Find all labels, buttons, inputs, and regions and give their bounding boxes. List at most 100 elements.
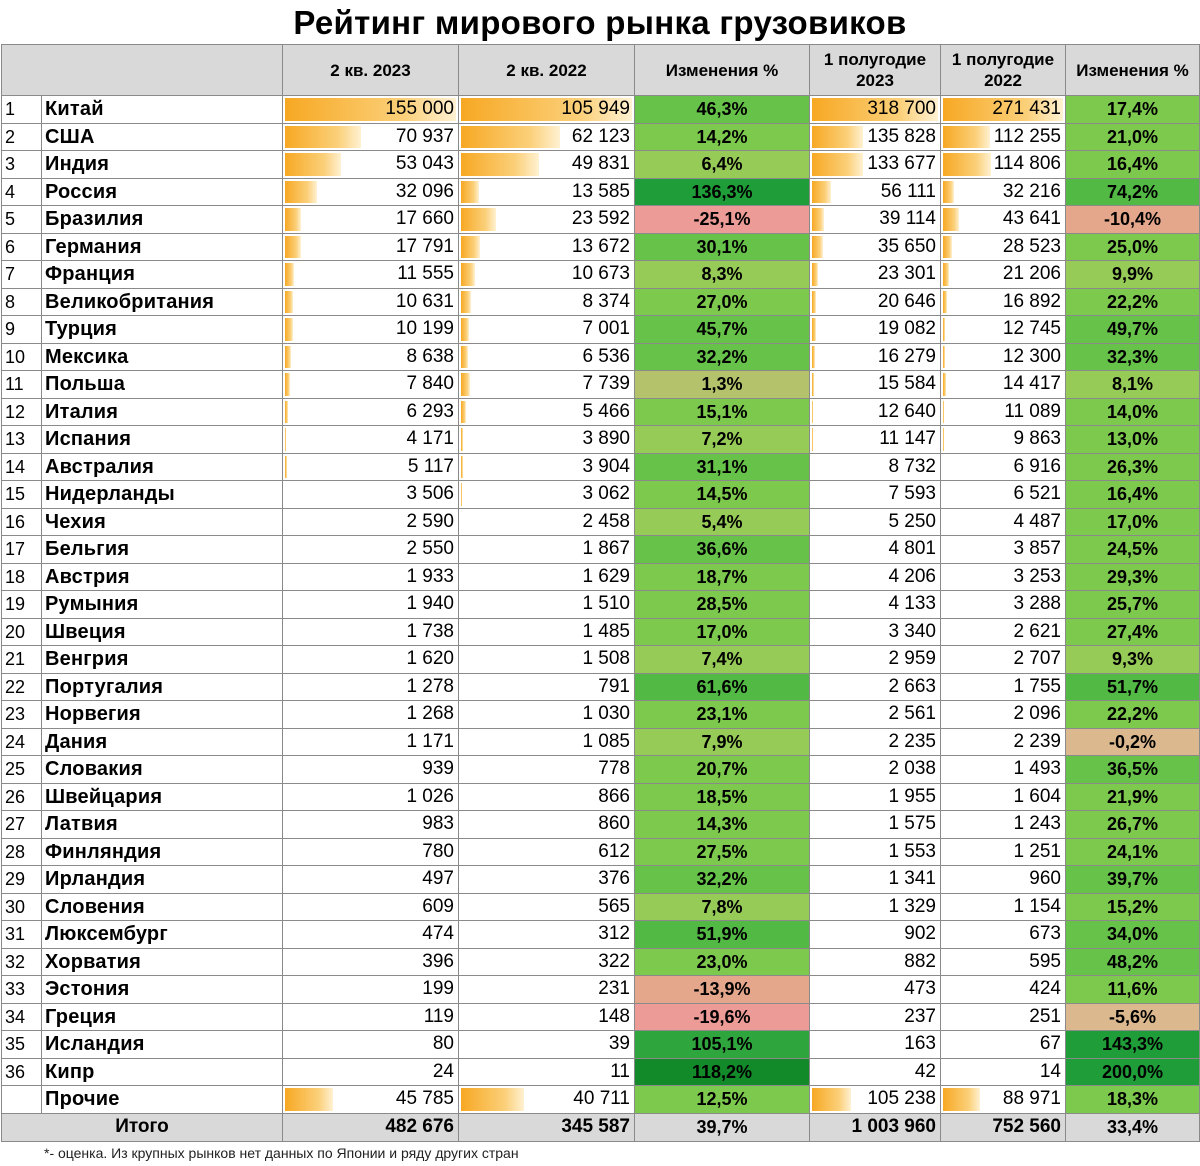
value-cell-h1-2023: 105 238: [809, 1085, 941, 1114]
value-cell-h1-2023: 3 340: [809, 617, 941, 646]
value-cell-h1-2022: 16 892: [940, 287, 1066, 316]
country-cell: Люксембург: [41, 920, 283, 949]
value-cell-h1-2023: 2 038: [809, 755, 941, 784]
value-cell-h1-2023: 4 133: [809, 590, 941, 619]
data-bar: [285, 125, 362, 148]
value-cell-q2-2023: 17 660: [282, 205, 459, 234]
value-text: 24: [432, 1060, 454, 1082]
value-text: 2 621: [1013, 620, 1061, 642]
rank-cell: 15: [1, 480, 42, 509]
change-cell-change-h: 16,4%: [1065, 480, 1200, 509]
table-row: 17 Бельгия 2 550 1 867 36,6% 4 801 3 857 24,5%: [1, 535, 1200, 564]
value-cell-h1-2022: 595: [940, 947, 1066, 976]
data-bar: [461, 180, 480, 203]
value-cell-q2-2022: 778: [458, 755, 635, 784]
country-cell: Великобритания: [41, 287, 283, 316]
value-cell-q2-2023: 119: [282, 1002, 459, 1031]
value-text: 882: [904, 950, 936, 972]
country-cell: Словакия: [41, 755, 283, 784]
country-cell: Румыния: [41, 590, 283, 619]
value-text: 2 239: [1013, 730, 1061, 752]
value-cell-h1-2023: 23 301: [809, 260, 941, 289]
value-cell-h1-2022: 1 755: [940, 672, 1066, 701]
value-text: 322: [598, 950, 630, 972]
value-cell-h1-2022: 251: [940, 1002, 1066, 1031]
value-cell-q2-2022: 62 123: [458, 122, 635, 151]
value-text: 1 154: [1013, 895, 1061, 917]
country-cell: Испания: [41, 425, 283, 454]
rank-cell: 14: [1, 452, 42, 481]
value-text: 4 206: [888, 565, 936, 587]
change-cell-change-q: 14,2%: [634, 122, 810, 151]
change-cell-change-h: 11,6%: [1065, 975, 1200, 1004]
rank-cell: 34: [1, 1002, 42, 1031]
value-text: 1 030: [582, 703, 630, 725]
country-cell: Ирландия: [41, 865, 283, 894]
value-cell-h1-2022: 6 916: [940, 452, 1066, 481]
data-bar: [943, 373, 946, 396]
rank-cell: 32: [1, 947, 42, 976]
data-bar: [943, 400, 945, 423]
value-cell-q2-2023: 1 278: [282, 672, 459, 701]
value-text: 231: [598, 978, 630, 1000]
value-cell-q2-2022: 8 374: [458, 287, 635, 316]
value-text: 17 791: [395, 235, 454, 257]
value-cell-h1-2022: 12 300: [940, 342, 1066, 371]
value-text: 609: [422, 895, 454, 917]
rank-cell: 29: [1, 865, 42, 894]
data-bar: [943, 1088, 980, 1111]
value-cell-h1-2023: 16 279: [809, 342, 941, 371]
data-bar: [285, 455, 287, 478]
value-text: 23 592: [571, 208, 630, 230]
value-text: 35 650: [877, 235, 936, 257]
change-cell-change-q: 8,3%: [634, 260, 810, 289]
value-text: 133 677: [867, 153, 936, 175]
table-row: 32 Хорватия 396 322 23,0% 882 595 48,2%: [1, 947, 1200, 976]
value-cell-h1-2022: 4 487: [940, 507, 1066, 536]
change-cell-change-h: 34,0%: [1065, 920, 1200, 949]
table-row: 30 Словения 609 565 7,8% 1 329 1 154 15,2%: [1, 892, 1200, 921]
value-text: 16 892: [1002, 290, 1061, 312]
change-cell-change-q: 27,0%: [634, 287, 810, 316]
value-cell-q2-2022: 5 466: [458, 397, 635, 426]
change-cell-change-q: 31,1%: [634, 452, 810, 481]
value-text: 1 243: [1013, 813, 1061, 835]
table-row: 31 Люксембург 474 312 51,9% 902 673 34,0%: [1, 920, 1200, 949]
value-cell-q2-2023: 10 631: [282, 287, 459, 316]
value-cell-q2-2023: 1 171: [282, 727, 459, 756]
value-cell-q2-2022: 7 001: [458, 315, 635, 344]
value-text: 32 096: [395, 180, 454, 202]
change-cell-change-h: 26,3%: [1065, 452, 1200, 481]
total-label: Итого: [1, 1112, 283, 1142]
rank-cell: 2: [1, 122, 42, 151]
value-cell-q2-2023: 5 117: [282, 452, 459, 481]
rank-cell: 4: [1, 177, 42, 206]
value-text: 199: [422, 978, 454, 1000]
table-row: 9 Турция 10 199 7 001 45,7% 19 082 12 745 49,7%: [1, 315, 1200, 344]
change-cell-change-q: 136,3%: [634, 177, 810, 206]
value-cell-h1-2023: 56 111: [809, 177, 941, 206]
data-bar: [285, 428, 286, 451]
value-text: 21 206: [1002, 263, 1061, 285]
change-cell-change-h: 13,0%: [1065, 425, 1200, 454]
value-text: 67: [1039, 1033, 1061, 1055]
change-cell-change-q: 20,7%: [634, 755, 810, 784]
value-text: 1 329: [888, 895, 936, 917]
value-cell-q2-2022: 791: [458, 672, 635, 701]
value-cell-q2-2022: 13 672: [458, 232, 635, 261]
change-cell-change-q: 18,5%: [634, 782, 810, 811]
rank-cell: 16: [1, 507, 42, 536]
header-cell-h1-2022: 1 полугодие 2022: [940, 44, 1066, 96]
value-cell-h1-2022: 12 745: [940, 315, 1066, 344]
value-cell-h1-2022: 88 971: [940, 1085, 1066, 1114]
change-cell-change-q: 7,9%: [634, 727, 810, 756]
value-text: 12 640: [877, 400, 936, 422]
change-cell-change-h: 48,2%: [1065, 947, 1200, 976]
rank-cell: 10: [1, 342, 42, 371]
change-cell-change-h: -10,4%: [1065, 205, 1200, 234]
value-text: 376: [598, 868, 630, 890]
header-row: 2 кв. 2023 2 кв. 2022 Изменения % 1 полу…: [1, 44, 1200, 96]
change-cell-change-h: 25,7%: [1065, 590, 1200, 619]
change-cell-change-q: 32,2%: [634, 865, 810, 894]
change-cell-change-h: 51,7%: [1065, 672, 1200, 701]
